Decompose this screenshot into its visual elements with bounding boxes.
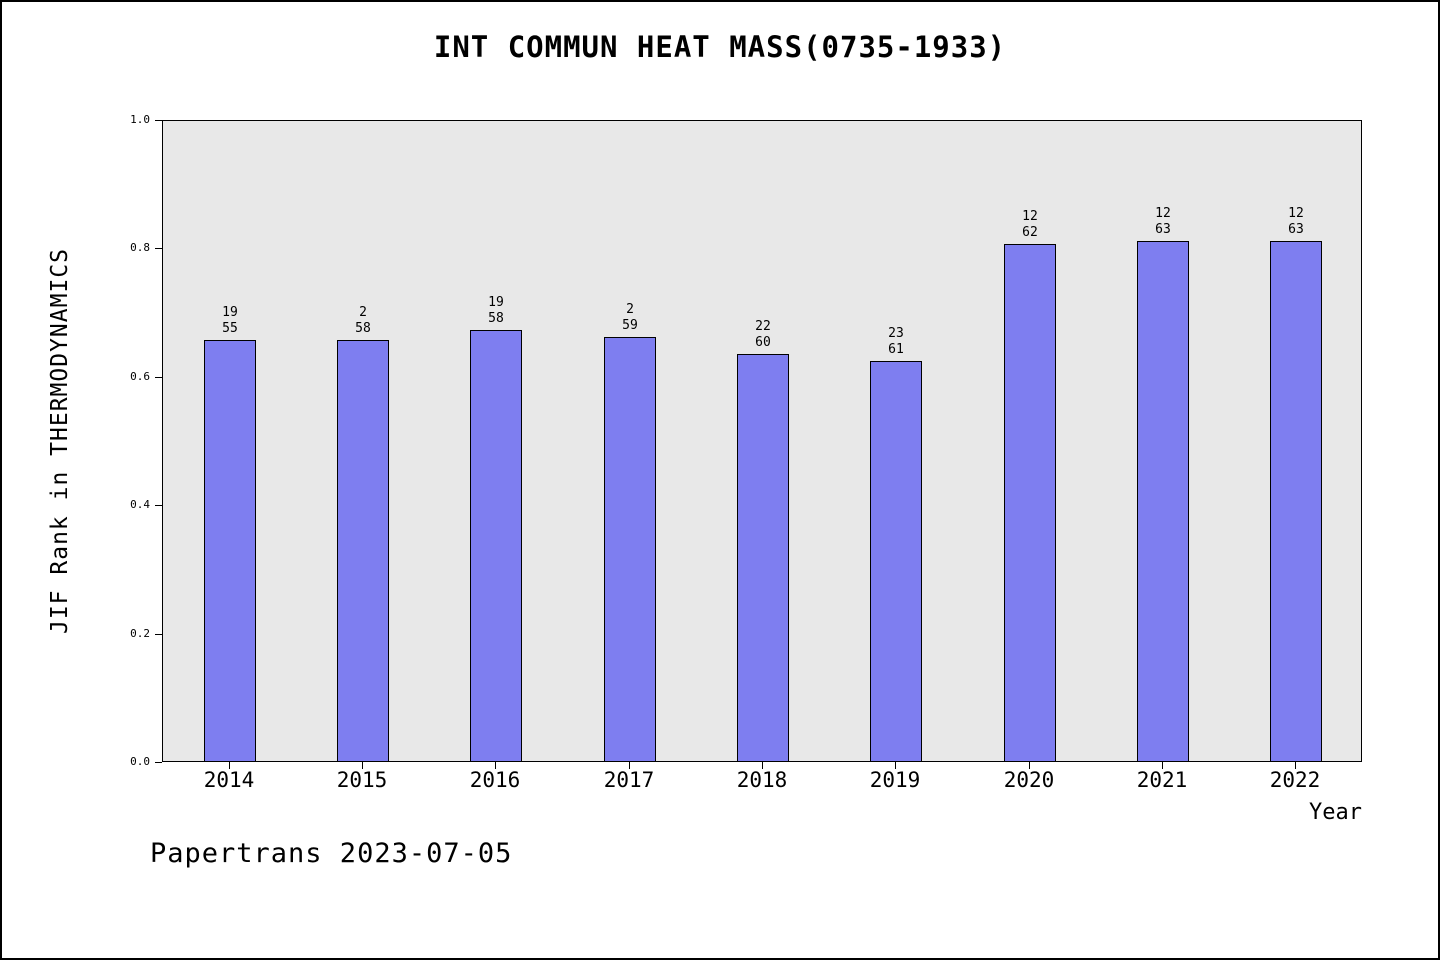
x-tick-label-2014: 2014: [203, 768, 255, 792]
x-tick-label-2019: 2019: [869, 768, 921, 792]
bar-value-label-2017: 2 59: [622, 302, 638, 333]
y-tick-mark: [155, 120, 162, 121]
y-tick-label-0.6: 0.6: [130, 370, 150, 383]
y-tick-mark: [155, 248, 162, 249]
bar-value-label-2018: 22 60: [755, 319, 771, 350]
x-tick-label-2015: 2015: [336, 768, 388, 792]
y-tick-mark: [155, 762, 162, 763]
bar-2016: [470, 330, 522, 761]
bar-2019: [870, 361, 922, 761]
x-tick-label-2020: 2020: [1003, 768, 1055, 792]
y-tick-label-0.4: 0.4: [130, 498, 150, 511]
bar-value-label-2022: 12 63: [1288, 206, 1304, 237]
bar-value-label-2015: 2 58: [355, 305, 371, 336]
y-tick-label-0.2: 0.2: [130, 627, 150, 640]
bar-2018: [737, 354, 789, 761]
x-tick-mark: [1295, 762, 1296, 769]
bar-value-label-2014: 19 55: [222, 305, 238, 336]
x-tick-mark: [229, 762, 230, 769]
x-tick-mark: [1029, 762, 1030, 769]
plot-area: 19 55 2 58 19 58 2 59 22 60 23 61 12 62 12 63 12…: [162, 120, 1362, 762]
bar-2021: [1137, 241, 1189, 761]
x-tick-label-2021: 2021: [1136, 768, 1188, 792]
bar-value-label-2019: 23 61: [888, 326, 904, 357]
x-tick-mark: [362, 762, 363, 769]
x-tick-label-2017: 2017: [603, 768, 655, 792]
y-tick-mark: [155, 505, 162, 506]
y-tick-mark: [155, 634, 162, 635]
x-axis-label: Year: [1309, 800, 1362, 825]
y-tick-label-0.8: 0.8: [130, 241, 150, 254]
x-tick-label-2022: 2022: [1269, 768, 1321, 792]
chart-title: INT COMMUN HEAT MASS(0735-1933): [433, 30, 1007, 64]
bar-value-label-2020: 12 62: [1022, 209, 1038, 240]
bar-2015: [337, 340, 389, 761]
bar-value-label-2016: 19 58: [488, 295, 504, 326]
bar-2014: [204, 340, 256, 761]
bar-value-label-2021: 12 63: [1155, 206, 1171, 237]
y-tick-label-0.0: 0.0: [130, 755, 150, 768]
y-axis-label: JIF Rank in THERMODYNAMICS: [47, 247, 73, 635]
x-tick-mark: [495, 762, 496, 769]
y-tick-label-1.0: 1.0: [130, 113, 150, 126]
y-tick-mark: [155, 377, 162, 378]
x-tick-label-2016: 2016: [469, 768, 521, 792]
x-tick-mark: [629, 762, 630, 769]
x-tick-label-2018: 2018: [736, 768, 788, 792]
x-tick-mark: [762, 762, 763, 769]
x-tick-mark: [895, 762, 896, 769]
bar-2022: [1270, 241, 1322, 761]
bar-2020: [1004, 244, 1056, 761]
footer-watermark: Papertrans 2023-07-05: [150, 838, 513, 869]
x-tick-mark: [1162, 762, 1163, 769]
bar-2017: [604, 337, 656, 761]
